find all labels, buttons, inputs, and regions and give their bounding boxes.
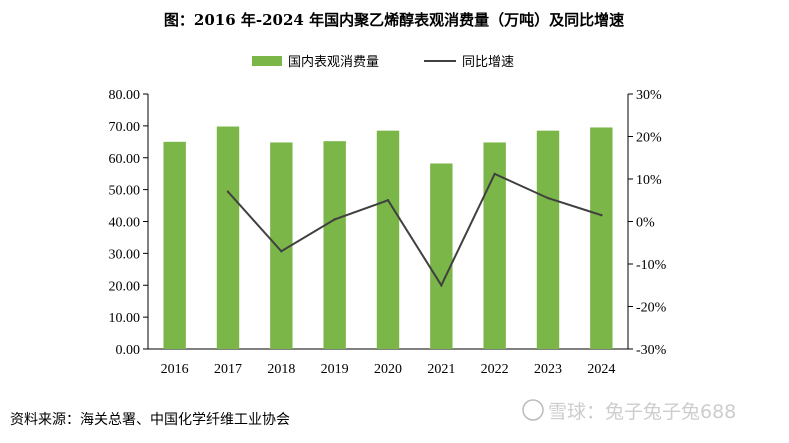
legend-line-label: 同比增速 (462, 55, 514, 70)
left-tick-label: 20.00 (109, 279, 141, 294)
right-tick-label: -20% (636, 301, 667, 316)
legend-bar-label: 国内表观消费量 (288, 54, 379, 70)
bar-series (163, 126, 613, 349)
bar-2018 (270, 142, 293, 349)
bar-2021 (430, 163, 453, 349)
x-tick-label: 2024 (587, 362, 615, 377)
x-tick-label: 2020 (374, 362, 402, 377)
wechat-icon (522, 399, 544, 421)
bar-2024 (590, 127, 613, 349)
right-tick-label: 10% (636, 173, 662, 188)
source-note: 资料来源：海关总署、中国化学纤维工业协会 (10, 412, 290, 428)
growth-point (493, 172, 496, 176)
bar-2020 (376, 130, 400, 349)
right-tick-label: 30% (636, 88, 662, 103)
right-axis-ticks: -30% -20% -10% 0% 10% 20% 30% (628, 88, 667, 358)
x-tick-label: 2021 (427, 362, 455, 377)
growth-point (546, 196, 550, 200)
x-axis-ticks: 2016 2017 2018 2019 2020 2021 2022 2023 2024 (161, 362, 616, 377)
growth-point (440, 284, 443, 287)
left-tick-label: 50.00 (109, 184, 141, 199)
x-tick-label: 2019 (321, 362, 349, 377)
left-tick-label: 80.00 (109, 88, 141, 103)
watermark-text: 雪球：兔子兔子兔688 (548, 401, 736, 423)
legend: 国内表观消费量 同比增速 (252, 54, 514, 70)
right-tick-label: -30% (636, 343, 667, 358)
bar-2019 (323, 141, 346, 349)
bar-2023 (536, 130, 560, 349)
left-axis-ticks: 0.00 10.00 20.00 30.00 40.00 50.00 60.00 70.00 8… (109, 88, 148, 358)
bar-2022 (483, 142, 506, 349)
left-tick-label: 30.00 (109, 247, 141, 262)
growth-point (280, 250, 283, 253)
line-series (226, 172, 603, 288)
legend-bar-swatch (252, 56, 282, 66)
left-tick-label: 40.00 (109, 216, 141, 231)
left-tick-label: 0.00 (116, 343, 141, 358)
x-tick-label: 2018 (267, 362, 295, 377)
right-tick-label: -10% (636, 258, 667, 273)
watermark: 雪球：兔子兔子兔688 (522, 399, 736, 423)
x-tick-label: 2017 (214, 362, 242, 377)
x-tick-label: 2022 (481, 362, 509, 377)
bar-2016 (163, 141, 186, 349)
x-tick-label: 2016 (161, 362, 189, 377)
left-tick-label: 10.00 (109, 311, 141, 326)
growth-point (600, 213, 603, 217)
left-tick-label: 60.00 (109, 152, 141, 167)
bar-2017 (216, 126, 240, 349)
growth-line (227, 172, 602, 288)
chart-title: 图：2016 年-2024 年国内聚乙烯醇表观消费量（万吨）及同比增速 (164, 11, 624, 29)
growth-point (333, 218, 336, 221)
growth-point (386, 199, 390, 202)
right-tick-label: 0% (636, 216, 655, 231)
growth-point (226, 190, 230, 193)
right-tick-label: 20% (636, 131, 662, 146)
x-tick-label: 2023 (534, 362, 562, 377)
left-tick-label: 70.00 (109, 120, 141, 135)
